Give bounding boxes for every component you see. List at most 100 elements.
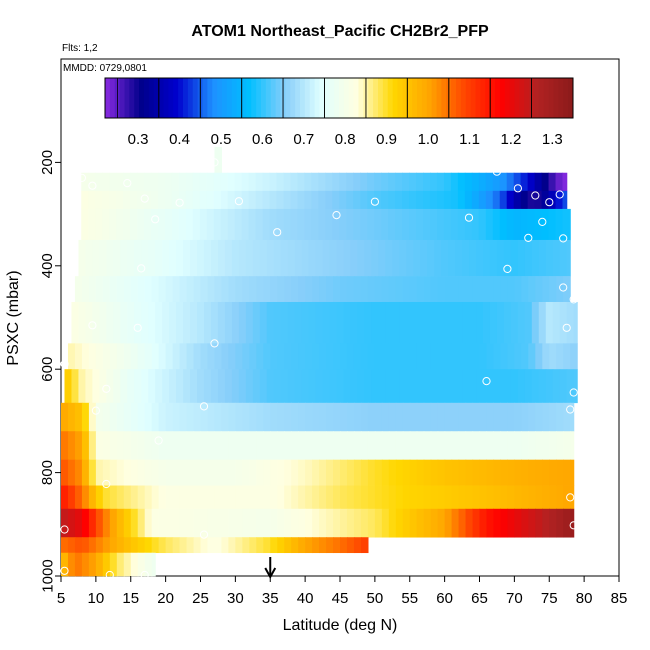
heat-cell	[528, 431, 536, 460]
heat-cell	[360, 431, 369, 460]
heat-cell	[542, 459, 550, 486]
heat-cell	[291, 431, 299, 460]
heat-cell	[500, 485, 509, 510]
colorbar-segment	[212, 78, 218, 118]
heat-cell	[555, 172, 564, 192]
heat-cell	[423, 190, 431, 210]
heat-cell	[507, 508, 515, 538]
heat-cell	[127, 239, 135, 277]
heat-cell	[395, 343, 404, 370]
heat-cell	[311, 172, 319, 192]
colorbar-segment	[392, 78, 399, 118]
heat-cell	[472, 508, 481, 538]
heat-cell	[221, 537, 229, 554]
heat-cell	[113, 369, 121, 404]
heat-cell	[333, 485, 341, 510]
heat-cell	[238, 239, 247, 277]
heat-cell	[450, 208, 459, 241]
heat-cell	[326, 508, 334, 538]
heat-cell	[78, 239, 87, 277]
heat-cell	[570, 431, 575, 460]
heat-cell	[416, 190, 424, 210]
heat-cell	[381, 402, 390, 432]
heat-cell	[242, 431, 250, 460]
heat-cell	[357, 239, 366, 277]
heat-cell	[340, 459, 348, 486]
heat-cell	[263, 537, 271, 554]
x-tick-label: 5	[57, 590, 65, 607]
heat-cell	[150, 208, 159, 241]
heat-cell	[151, 431, 160, 460]
heat-cell	[120, 369, 128, 404]
heat-cell	[443, 190, 452, 210]
sample-point	[105, 570, 114, 580]
heat-cell	[217, 239, 226, 277]
heat-cell	[312, 402, 320, 432]
heat-cell	[106, 369, 114, 404]
heat-cell	[207, 343, 216, 370]
heat-cell	[88, 276, 97, 303]
heat-cell	[510, 369, 519, 404]
heat-cell	[150, 190, 159, 210]
heat-cell	[179, 276, 188, 303]
colorbar-segment	[451, 78, 457, 118]
heat-cell	[214, 431, 223, 460]
heat-cell	[332, 208, 340, 241]
heat-cell	[507, 276, 515, 303]
sample-point	[566, 405, 575, 414]
heat-cell	[364, 239, 372, 277]
heat-cell	[158, 431, 167, 460]
heat-cell	[273, 301, 282, 344]
heat-cell	[155, 369, 163, 404]
heat-cell	[169, 301, 177, 344]
heat-cell	[305, 402, 313, 432]
heat-cell	[437, 402, 446, 432]
heat-cell	[381, 459, 390, 486]
heat-cell	[221, 402, 229, 432]
heat-cell	[441, 301, 449, 344]
heat-cell	[234, 208, 243, 241]
heat-cell	[374, 208, 382, 241]
heat-cell	[130, 459, 139, 486]
heat-cell	[478, 208, 487, 241]
heat-cell	[127, 369, 135, 404]
heat-cell	[521, 276, 529, 303]
heat-cell	[102, 537, 111, 554]
heat-cell	[353, 190, 361, 210]
heat-cell	[430, 276, 439, 303]
heat-cell	[326, 276, 334, 303]
heat-cell	[242, 485, 250, 510]
heat-cell	[462, 369, 470, 404]
heat-cell	[472, 276, 481, 303]
heat-cell	[381, 190, 389, 210]
heat-cell	[360, 172, 368, 192]
heat-cell	[374, 459, 383, 486]
heat-cell	[492, 172, 501, 192]
chart-title: ATOM1 Northeast_Pacific CH2Br2_PFP	[191, 23, 489, 40]
colorbar-segment	[543, 78, 550, 118]
heat-cell	[256, 485, 264, 510]
heat-cell	[283, 190, 292, 210]
heat-cell	[465, 431, 474, 460]
heat-cell	[444, 459, 453, 486]
heat-cell	[270, 459, 278, 486]
colorbar-segment	[368, 78, 374, 118]
heat-cell	[231, 369, 240, 404]
heat-cell	[186, 431, 195, 460]
heat-cell	[486, 343, 495, 370]
heat-cell	[322, 301, 331, 344]
heat-cell	[207, 485, 216, 510]
heat-cell	[429, 172, 438, 192]
colorbar-segment	[202, 78, 208, 118]
heat-cell	[206, 190, 215, 210]
heat-cell	[266, 239, 275, 277]
colorbar-segment	[148, 78, 155, 118]
x-tick-label: 30	[227, 590, 244, 607]
colorbar-segment	[246, 78, 252, 118]
colorbar-segment	[441, 78, 447, 118]
heat-cell	[378, 301, 386, 344]
heat-cell	[499, 172, 508, 192]
heat-cell	[423, 485, 432, 510]
heat-cell	[471, 208, 480, 241]
heat-cell	[144, 402, 153, 432]
